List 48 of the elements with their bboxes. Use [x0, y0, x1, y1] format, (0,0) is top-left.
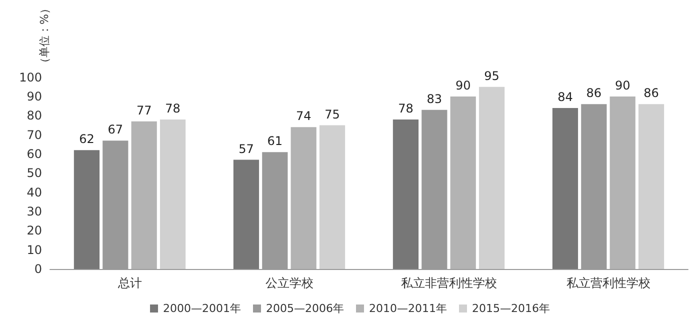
bar [610, 96, 636, 269]
data-label: 83 [426, 92, 442, 106]
data-label: 90 [614, 78, 630, 93]
y-tick-label: 30 [26, 204, 42, 219]
data-label: 95 [484, 68, 500, 83]
legend-label: 2005—2006年 [266, 302, 344, 315]
data-label: 74 [296, 109, 312, 124]
y-tick-label: 70 [26, 128, 42, 142]
data-label: 62 [79, 132, 94, 146]
bar [450, 96, 476, 269]
y-tick-label: 90 [26, 90, 42, 104]
data-label: 86 [586, 86, 602, 100]
bar [392, 120, 419, 269]
x-tick-label: 总计 [116, 276, 142, 290]
x-tick-label: 公立学校 [265, 276, 314, 290]
data-label: 78 [398, 102, 414, 116]
bar [74, 150, 100, 269]
legend-label: 2000—2001年 [163, 302, 242, 315]
y-tick-label: 50 [26, 166, 42, 180]
data-label: 67 [108, 122, 124, 137]
bar [131, 121, 157, 269]
y-tick-label: 0 [34, 262, 42, 276]
x-tick-label: 私立非营利性学校 [400, 276, 497, 290]
bar [638, 104, 664, 269]
y-tick-label: 60 [26, 147, 42, 162]
y-tick-label: 100 [19, 70, 42, 84]
data-label: 78 [165, 102, 180, 116]
legend-label: 2010—2011年 [369, 302, 447, 315]
data-label: 61 [267, 134, 283, 148]
y-tick-label: 10 [26, 242, 42, 257]
y-tick-label: 20 [26, 224, 42, 238]
data-label: 90 [455, 78, 471, 93]
bar [290, 127, 316, 269]
data-label: 77 [136, 103, 152, 118]
x-tick-label: 私立营利性学校 [566, 276, 650, 290]
y-axis-title: （单位：%） [38, 3, 51, 68]
data-label: 75 [324, 107, 340, 122]
data-label: 86 [644, 86, 659, 100]
data-label: 57 [238, 142, 254, 156]
bar [233, 160, 260, 269]
y-tick-label: 80 [26, 108, 42, 123]
data-label: 84 [558, 90, 573, 104]
bar [319, 125, 346, 269]
bar [552, 108, 578, 269]
bar [160, 120, 186, 269]
legend-label: 2015—2016年 [472, 302, 550, 315]
y-tick-label: 40 [26, 185, 42, 200]
bar [478, 86, 505, 269]
